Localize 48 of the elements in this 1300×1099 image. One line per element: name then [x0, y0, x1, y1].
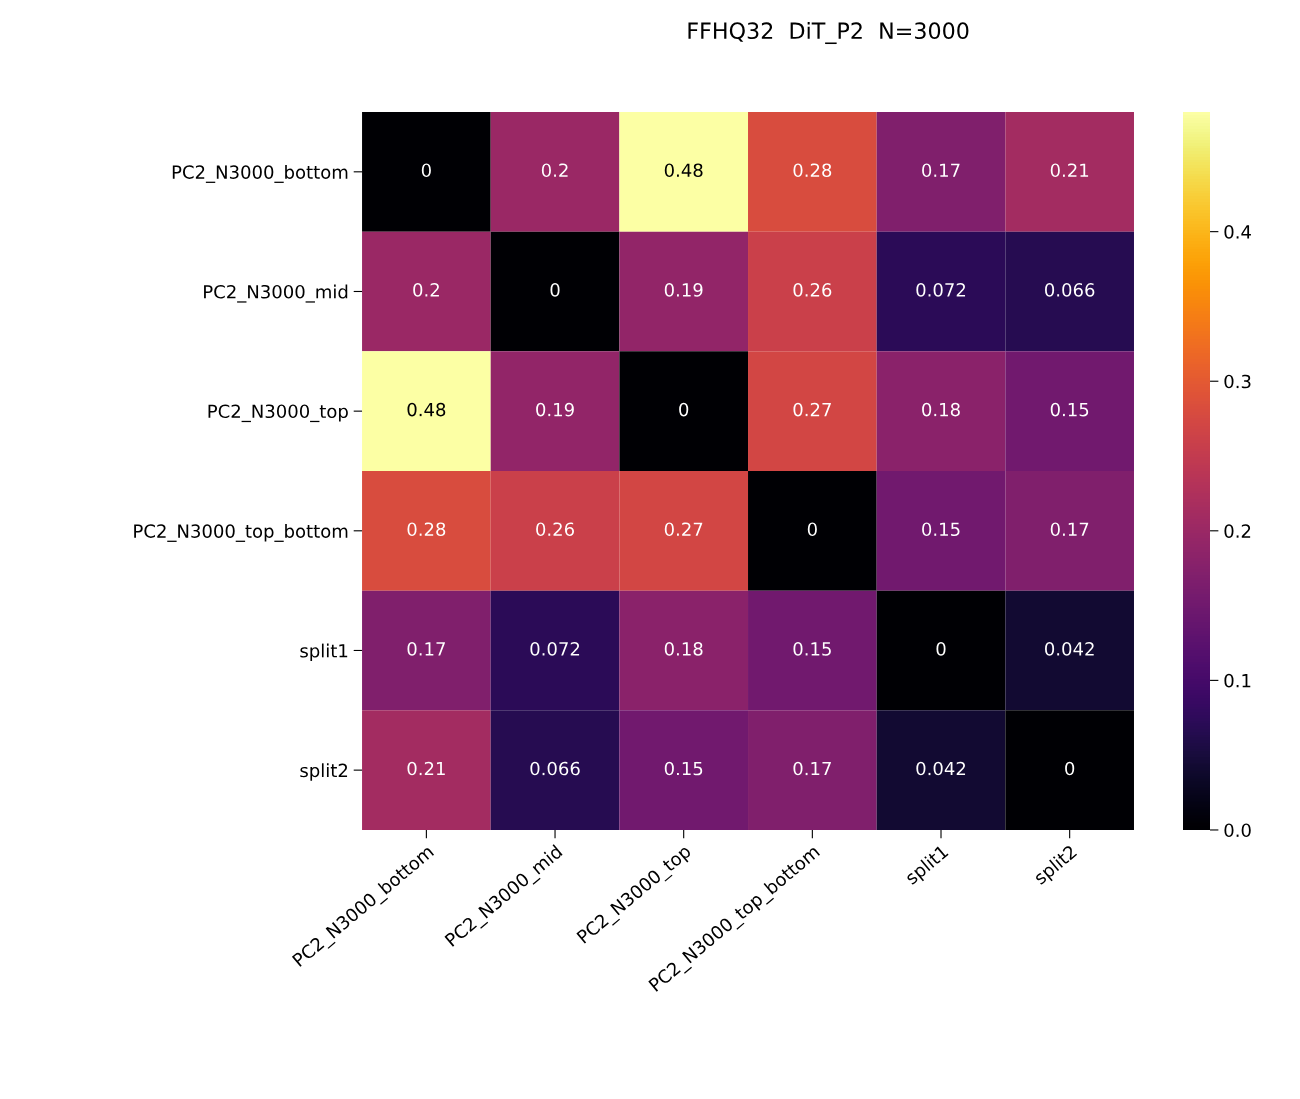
data-label: 0.066	[530, 761, 580, 776]
data-label: 0.042	[916, 761, 966, 776]
data-label: 0.17	[793, 761, 831, 776]
data-label: 0.19	[664, 283, 703, 297]
data-label: 0.17	[1050, 522, 1089, 537]
data-label: 0.072	[916, 283, 966, 297]
data-label: 0	[936, 642, 946, 656]
data-label: 0.27	[793, 402, 831, 417]
data-label: 0.27	[664, 522, 703, 537]
data-label: 0.15	[793, 642, 831, 656]
y-tick-label: PC2_N3000_bottom	[172, 164, 348, 183]
y-tick-label: split1	[300, 643, 348, 662]
color-bar-label: 0.0	[1224, 823, 1251, 838]
data-label: 0.19	[536, 402, 574, 417]
data-label: 0.26	[793, 283, 832, 297]
data-label: 0	[421, 163, 431, 178]
data-label: 0.21	[1050, 163, 1089, 178]
data-label: 0.21	[407, 761, 445, 776]
color-bar-label: 0.1	[1224, 673, 1251, 688]
data-label: 0.15	[922, 522, 960, 537]
data-label: 0.15	[1050, 402, 1089, 417]
data-label: 0	[679, 402, 689, 417]
data-label: 0.28	[407, 522, 446, 537]
data-label: 0	[1065, 761, 1075, 776]
data-label: 0.2	[541, 163, 568, 178]
data-label: 0.26	[536, 522, 574, 537]
y-tick-label: split2	[300, 763, 348, 781]
color-bar-label: 0.4	[1224, 225, 1251, 239]
y-tick-label: PC2_N3000_top_bottom	[134, 523, 348, 542]
color-bar-label: 0.3	[1224, 374, 1251, 389]
color-bar-label: 0.2	[1224, 524, 1251, 538]
data-label: 0.18	[922, 402, 960, 417]
data-label: 0.48	[407, 402, 446, 417]
data-label: 0.48	[664, 163, 703, 178]
data-label: 0	[550, 283, 560, 297]
data-label: 0.15	[664, 761, 703, 776]
y-tick-label: PC2_N3000_top	[208, 404, 348, 423]
chart-title: FFHQ32 DiT_P2 N=3000	[688, 21, 969, 45]
data-label: 0.17	[407, 642, 445, 656]
data-label: 0.18	[664, 642, 703, 656]
data-label: 0.2	[413, 283, 439, 297]
data-label: 0.17	[922, 163, 960, 178]
data-label: 0.066	[1045, 283, 1095, 297]
data-label: 0.072	[530, 642, 580, 656]
data-label: 0	[807, 522, 817, 537]
y-tick-label: PC2_N3000_mid	[204, 284, 348, 303]
data-label: 0.28	[793, 163, 832, 178]
data-label: 0.042	[1045, 642, 1094, 656]
